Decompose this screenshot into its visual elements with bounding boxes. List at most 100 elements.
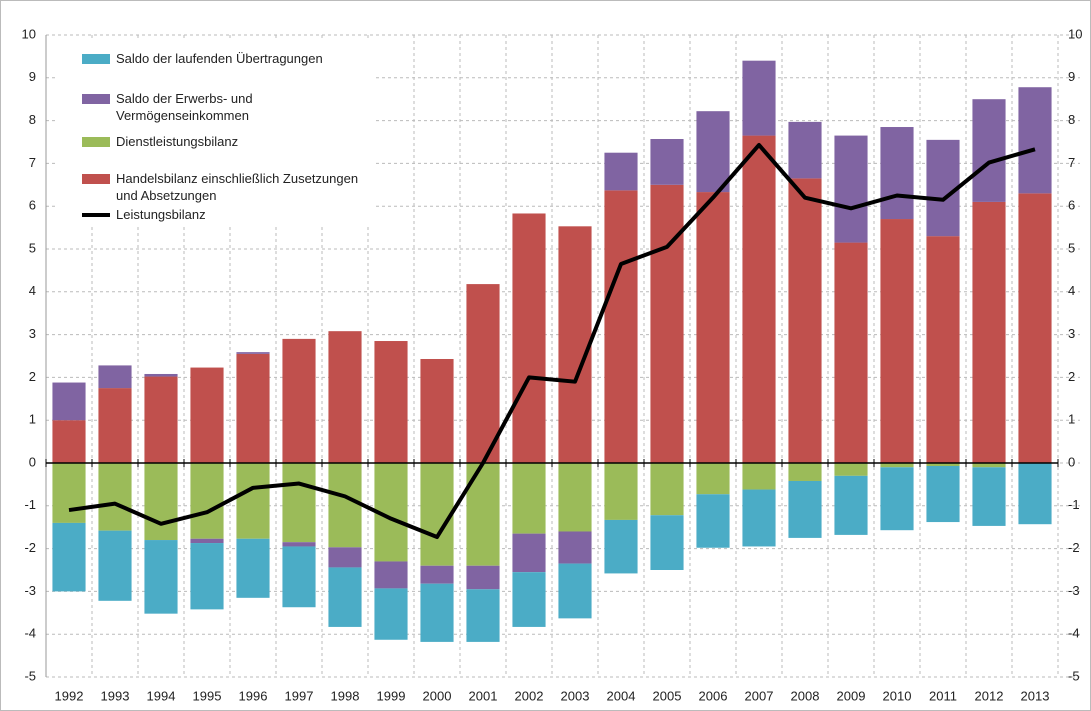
legend-label: Leistungsbilanz — [116, 207, 206, 222]
bar-segment — [650, 463, 684, 516]
y-tick-label: 10 — [22, 26, 36, 41]
y-tick-label: 9 — [29, 69, 36, 84]
bar-segment — [466, 565, 500, 590]
x-tick-label: 2010 — [883, 688, 912, 703]
y-tick-label: 2 — [29, 369, 36, 384]
y2-tick-label: -4 — [1068, 626, 1080, 641]
bar-segment — [512, 533, 546, 573]
bar-segment — [466, 284, 500, 463]
bar-segment — [742, 463, 776, 490]
bar-segment — [558, 531, 592, 564]
bar-segment — [512, 463, 546, 534]
legend-item: Handelsbilanz einschließlich Zusetzungen… — [82, 170, 371, 204]
bar-segment — [696, 463, 730, 495]
bar-segment — [52, 522, 86, 592]
line-series — [68, 142, 1036, 540]
legend-item: Saldo der laufenden Übertragungen — [82, 50, 371, 67]
bar-segment — [558, 463, 592, 532]
bar-segment — [1018, 193, 1052, 464]
bar-segment — [98, 365, 132, 389]
y-tick-label: 3 — [29, 326, 36, 341]
legend-swatch — [82, 213, 110, 217]
bar-segment — [650, 184, 684, 464]
y-tick-label: -1 — [24, 497, 36, 512]
x-tick-label: 2002 — [515, 688, 544, 703]
y2-tick-label: -3 — [1068, 583, 1080, 598]
bar-segment — [236, 352, 270, 354]
bar-segment — [190, 543, 224, 610]
bar-segment — [328, 463, 362, 548]
x-tick-label: 2000 — [423, 688, 452, 703]
legend-label: Saldo der Erwerbs- und Vermögenseinkomme… — [116, 91, 253, 123]
bar-segment — [696, 494, 730, 548]
bar-segment — [98, 530, 132, 601]
bar-segment — [834, 475, 868, 535]
bar-segment — [420, 463, 454, 566]
x-tick-label: 2006 — [699, 688, 728, 703]
y-tick-label: 1 — [29, 412, 36, 427]
x-tick-label: 1999 — [377, 688, 406, 703]
bar-segment — [98, 388, 132, 463]
y2-tick-label: -5 — [1068, 668, 1080, 683]
y-tick-label: 5 — [29, 240, 36, 255]
bar-segment — [52, 420, 86, 463]
bar-segment — [880, 463, 914, 468]
bar-segment — [604, 152, 638, 191]
bar-segment — [282, 542, 316, 547]
bar-segment — [926, 139, 960, 237]
bar-segment — [1018, 463, 1052, 525]
bar-segment — [282, 338, 316, 463]
y2-tick-label: 3 — [1068, 326, 1075, 341]
bar-segment — [558, 226, 592, 463]
bar-segment — [788, 463, 822, 481]
bar-segment — [144, 373, 178, 377]
bar-segment — [604, 190, 638, 463]
legend-item: Dienstleistungsbilanz — [82, 133, 371, 150]
bar-segment — [742, 60, 776, 136]
bar-segment — [788, 178, 822, 463]
bar-segment — [834, 242, 868, 463]
bar-segment — [972, 201, 1006, 464]
y-tick-label: 6 — [29, 198, 36, 213]
y-tick-label: -2 — [24, 540, 36, 555]
bar-segment — [604, 463, 638, 520]
x-tick-label: 2001 — [469, 688, 498, 703]
y2-tick-label: 4 — [1068, 283, 1075, 298]
bar-segment — [420, 565, 454, 584]
x-tick-label: 1994 — [147, 688, 176, 703]
x-tick-label: 2011 — [929, 688, 957, 703]
y2-tick-label: 1 — [1068, 412, 1075, 427]
legend-label: Handelsbilanz einschließlich Zusetzungen… — [116, 171, 359, 203]
bar-segment — [236, 353, 270, 463]
bar-segment — [144, 463, 178, 541]
bar-segment — [926, 236, 960, 463]
bar-segment — [788, 121, 822, 179]
bar-segment — [834, 135, 868, 243]
bar-segment — [880, 127, 914, 220]
bar-segment — [374, 341, 408, 463]
x-tick-label: 2008 — [791, 688, 820, 703]
bar-segment — [742, 489, 776, 547]
bar-segment — [650, 139, 684, 185]
bar-segment — [604, 519, 638, 574]
y2-tick-label: 2 — [1068, 369, 1075, 384]
bar-segment — [972, 99, 1006, 202]
x-tick-label: 1997 — [285, 688, 314, 703]
x-tick-label: 2009 — [837, 688, 866, 703]
bar-segment — [328, 567, 362, 627]
y2-tick-label: 6 — [1068, 198, 1075, 213]
bar-segment — [512, 213, 546, 463]
bar-segment — [466, 589, 500, 642]
x-tick-label: 1996 — [239, 688, 268, 703]
bar-segment — [420, 583, 454, 642]
bar-segment — [236, 463, 270, 539]
bar-segment — [972, 463, 1006, 468]
bar-segment — [880, 467, 914, 531]
legend-swatch — [82, 54, 110, 64]
y2-tick-label: 10 — [1068, 26, 1082, 41]
x-tick-label: 2012 — [975, 688, 1004, 703]
x-tick-label: 1993 — [101, 688, 130, 703]
legend-label: Saldo der laufenden Übertragungen — [116, 51, 323, 66]
bar-segment — [926, 463, 960, 466]
